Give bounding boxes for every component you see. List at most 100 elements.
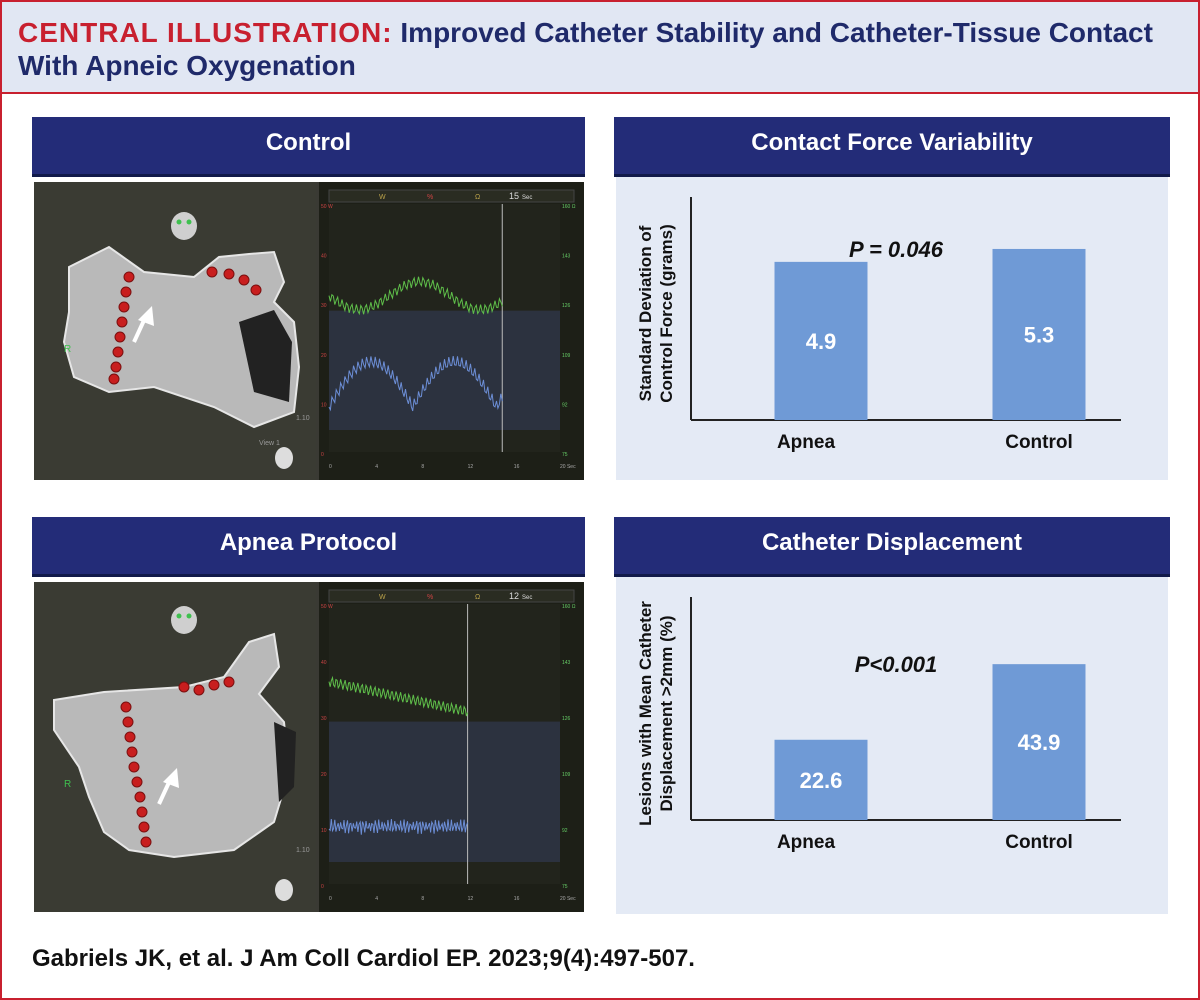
lesion-dot: [123, 271, 135, 283]
right-tick: 126: [562, 303, 571, 309]
lesion-dot: [122, 716, 134, 728]
citation: Gabriels JK, et al. J Am Coll Cardiol EP…: [32, 945, 695, 972]
scale-label: 1.10: [296, 847, 310, 854]
impedance-band: [329, 721, 560, 862]
scale-label: 1.10: [296, 415, 310, 422]
patient-head-icon: [171, 212, 197, 240]
x-tick: 0: [329, 896, 332, 902]
lesion-dot: [178, 681, 190, 693]
left-tick: 10: [321, 828, 327, 834]
x-tick: 16: [514, 464, 520, 470]
impedance-band: [329, 310, 560, 430]
lesion-dot: [138, 821, 150, 833]
cf-panel-title: Contact Force Variability: [614, 117, 1170, 177]
y-axis-label: Standard Deviation of Control Force (gram…: [636, 224, 676, 403]
bar-control: [992, 248, 1086, 420]
lesion-dot: [223, 676, 235, 688]
x-tick: 8: [421, 464, 424, 470]
power-trace: [328, 675, 469, 717]
lesion-dot: [124, 731, 136, 743]
x-tick: 8: [421, 896, 424, 902]
x-tick-label: Apnea: [777, 832, 836, 853]
heart-orientation-icon: [275, 879, 293, 901]
left-tick: 10: [321, 402, 327, 408]
lesion-dot: [120, 286, 132, 298]
x-tick: 0: [329, 464, 332, 470]
power-trace: [328, 276, 503, 316]
patient-eye-icon: [186, 613, 192, 619]
bar-control: [992, 664, 1086, 820]
orientation-label: R: [64, 779, 71, 790]
y-axis-label-line: Displacement >2mm (%): [657, 615, 676, 811]
right-tick: 75: [562, 884, 568, 890]
x-tick-label: Control: [1005, 832, 1073, 853]
arrow-icon: [138, 306, 154, 326]
channel-label: %: [427, 594, 433, 601]
lesion-dot: [140, 836, 152, 848]
left-tick: 40: [321, 254, 327, 260]
channel-label: W: [379, 594, 386, 601]
apnea-panel-title: Apnea Protocol: [32, 517, 585, 577]
header-label: CENTRAL ILLUSTRATION:: [18, 17, 393, 48]
bar-value-label: 5.3: [1024, 322, 1055, 347]
x-tick-label: Control: [1005, 432, 1073, 453]
waveform-header: [328, 189, 575, 203]
bar-apnea: [774, 261, 868, 420]
lesion-dot: [126, 746, 138, 758]
patient-eye-icon: [186, 219, 192, 225]
right-tick: 143: [562, 660, 571, 666]
x-tick-label: Apnea: [777, 432, 836, 453]
header: CENTRAL ILLUSTRATION: Improved Catheter …: [2, 2, 1198, 94]
vein-opening: [239, 310, 292, 402]
right-tick: 75: [562, 452, 568, 458]
x-tick: 4: [375, 464, 378, 470]
x-tick: 20 Sec: [560, 464, 576, 470]
right-tick: 143: [562, 254, 571, 260]
channel-label: Ω: [475, 594, 480, 601]
patient-eye-icon: [176, 219, 182, 225]
impedance-trace: [328, 356, 503, 412]
left-tick: 50 W: [321, 204, 333, 210]
header-text: CENTRAL ILLUSTRATION: Improved Catheter …: [18, 16, 1188, 82]
right-tick: 126: [562, 716, 571, 722]
control-mapping-image: R View 1 1.10 W% Ω 15 Sec 50 W 40 30 20 10 0 160 Ω 143…: [34, 182, 584, 480]
left-tick: 0: [321, 884, 324, 890]
lesion-dot: [134, 791, 146, 803]
y-axis-label: Lesions with Mean Catheter Displacement >…: [636, 601, 676, 826]
lesion-dot: [208, 679, 220, 691]
lesion-dot: [120, 701, 132, 713]
waveform-header: [328, 589, 575, 603]
lesion-dot: [112, 346, 124, 358]
timer-unit: Sec: [522, 595, 532, 601]
p-value-annotation: P = 0.046: [849, 237, 944, 262]
right-tick: 92: [562, 402, 568, 408]
patient-head-icon: [171, 606, 197, 634]
cf-chart: Standard Deviation of Control Force (gram…: [616, 177, 1168, 480]
y-axis-label-line: Standard Deviation of: [636, 225, 655, 401]
lesion-dot: [238, 274, 250, 286]
x-tick: 12: [468, 896, 474, 902]
lesion-dot: [114, 331, 126, 343]
lesion-dot: [116, 316, 128, 328]
p-value-annotation: P<0.001: [855, 652, 938, 677]
left-tick: 20: [321, 772, 327, 778]
view-label: View 1: [259, 440, 280, 447]
y-axis-label-line: Lesions with Mean Catheter: [636, 601, 655, 826]
right-tick: 160 Ω: [562, 604, 576, 610]
left-tick: 20: [321, 353, 327, 359]
lesion-dot: [131, 776, 143, 788]
impedance-trace: [328, 819, 469, 835]
bar-value-label: 4.9: [806, 329, 837, 354]
channel-label: Ω: [475, 194, 480, 201]
x-tick: 4: [375, 896, 378, 902]
lesion-dot: [206, 266, 218, 278]
lesion-dot: [223, 268, 235, 280]
lesion-dot: [136, 806, 148, 818]
control-panel-title: Control: [32, 117, 585, 177]
disp-panel-title: Catheter Displacement: [614, 517, 1170, 577]
lesion-dot: [108, 373, 120, 385]
lesion-dot: [118, 301, 130, 313]
